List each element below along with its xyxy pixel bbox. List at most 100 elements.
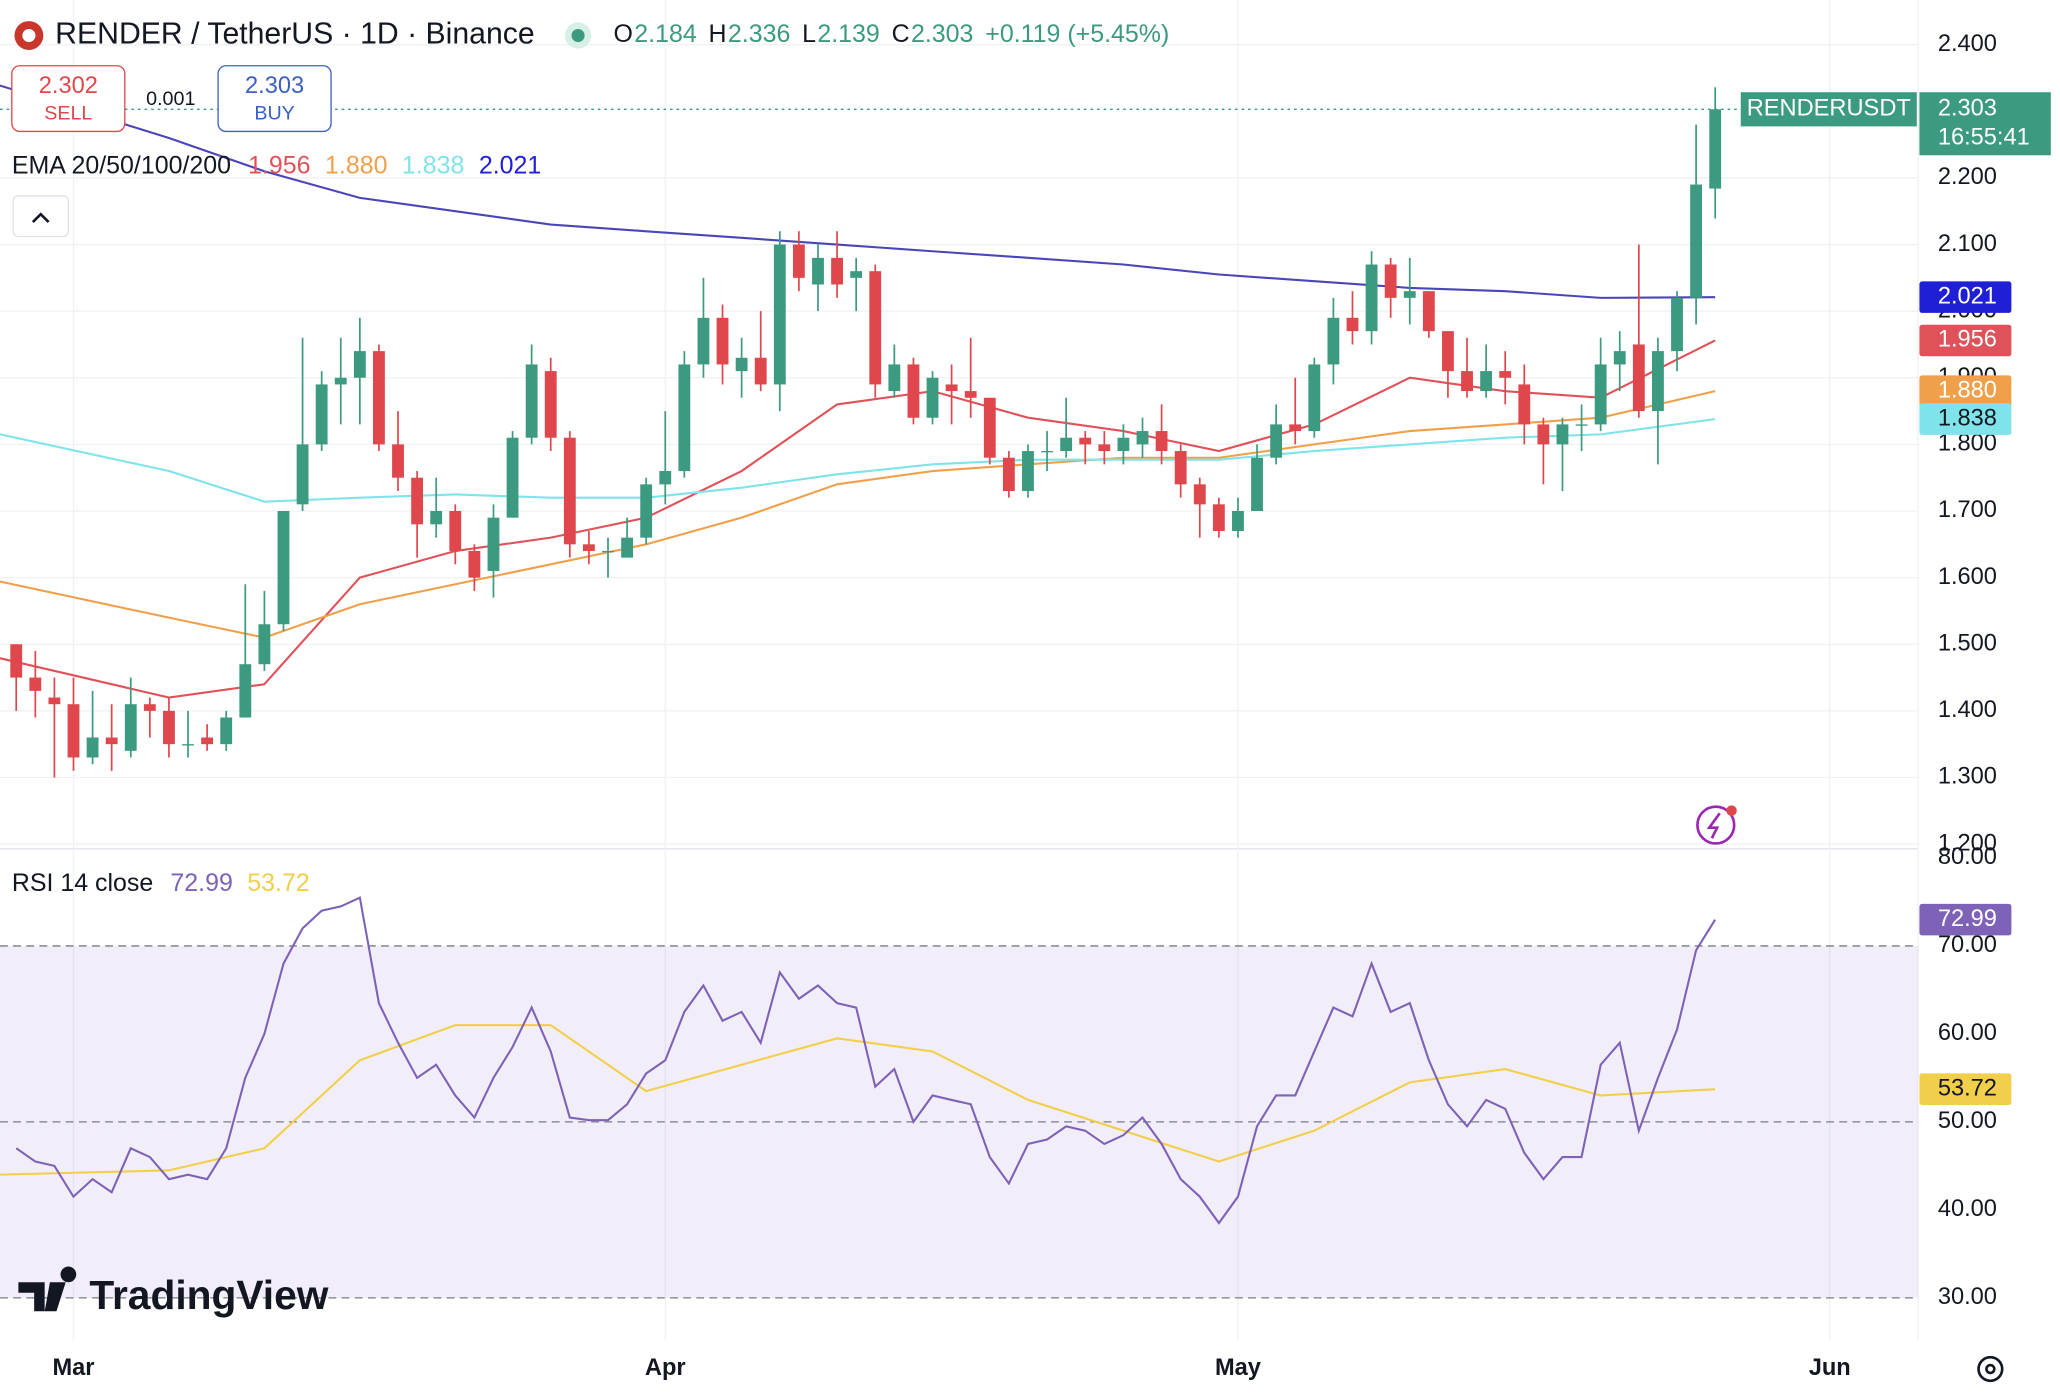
ema-axis-tag	[1919, 375, 2012, 407]
candle-body	[1022, 451, 1034, 492]
candle-body	[182, 744, 194, 746]
buy-button[interactable]	[217, 65, 332, 133]
rsi-axis-tag	[1919, 903, 2012, 936]
ema-line	[0, 418, 1716, 503]
ema-axis-tag	[1919, 403, 2012, 435]
ema-legend-value: 1.956	[248, 151, 310, 179]
candle-body	[1098, 444, 1111, 452]
ohlc-key: O	[614, 20, 633, 48]
candle-body	[678, 364, 691, 472]
rsi-line	[15, 896, 1717, 1225]
settings-icon[interactable]	[1977, 1355, 2004, 1383]
candle-body	[1002, 457, 1015, 492]
candle-body	[1232, 511, 1244, 531]
candle-body	[831, 257, 843, 285]
candle-body	[334, 377, 347, 385]
candle-body	[621, 537, 634, 558]
candle-body	[1365, 264, 1378, 332]
symbol-tag	[1740, 92, 1917, 127]
y-tick-label: 1.400	[1938, 697, 1997, 723]
sell-label: SELL	[44, 103, 92, 125]
candle-body	[1212, 504, 1225, 531]
candle-body	[1594, 364, 1607, 425]
candle-body	[201, 737, 214, 745]
candle-body	[1270, 424, 1283, 458]
chart-title: RENDER / TetherUS · 1D · Binance	[55, 17, 535, 50]
candle-body	[1613, 351, 1626, 365]
candle-body	[1480, 371, 1493, 392]
candle-body	[544, 371, 557, 438]
rsi-legend-value: 72.99	[170, 869, 232, 897]
candle-body	[1422, 291, 1435, 332]
candle-body	[792, 244, 805, 278]
ema-line	[0, 84, 1716, 299]
ohlc-key: L	[802, 20, 816, 48]
candle-body	[1403, 291, 1416, 298]
settings-icon-inner	[1985, 1363, 1996, 1375]
candle-body	[1499, 371, 1512, 378]
candle-body	[1327, 317, 1340, 365]
candle-body	[659, 471, 672, 485]
y-tick-label: 1.500	[1938, 630, 1997, 656]
brand-logo	[18, 1266, 77, 1312]
candle-body	[67, 704, 80, 758]
candle-body	[373, 351, 385, 445]
candle-body	[1174, 451, 1187, 485]
ema-line	[0, 390, 1716, 639]
rsi-ma-axis-tag-text: 53.72	[1938, 1075, 1997, 1101]
candle-body	[468, 550, 481, 578]
candle-body	[563, 437, 576, 545]
candle-body	[277, 511, 290, 625]
candle-body	[1155, 431, 1168, 452]
y-tick-label: 2.100	[1938, 231, 1997, 257]
candle-body	[220, 717, 233, 745]
candle-body	[239, 664, 252, 718]
candle-body	[735, 357, 748, 372]
status-dot	[571, 28, 585, 43]
candle-body	[907, 364, 920, 418]
symbol-icon-inner	[22, 28, 36, 43]
ema-legend-value: 1.838	[402, 151, 464, 179]
ema-line	[0, 339, 1716, 699]
candle-body	[1041, 451, 1053, 453]
rsi-tick-label: 60.00	[1938, 1020, 1997, 1046]
candle-body	[506, 437, 519, 518]
candle-body	[716, 317, 729, 365]
candle-body	[1136, 431, 1149, 445]
candle-body	[296, 444, 309, 505]
ohlc-key: C	[892, 20, 910, 48]
candle-body	[1690, 184, 1703, 298]
candle-body	[602, 550, 614, 553]
candle-body	[1575, 424, 1588, 426]
rsi-tick-label: 80.00	[1938, 844, 1997, 870]
sell-button[interactable]	[11, 65, 126, 133]
candle-body	[1461, 371, 1473, 392]
ohlc-value: +0.119 (+5.45%)	[985, 20, 1169, 48]
candle-body	[869, 271, 882, 385]
candle-body	[105, 737, 118, 745]
alert-badge	[1726, 805, 1737, 816]
candle-body	[1060, 437, 1073, 452]
collapse-button[interactable]	[12, 195, 69, 238]
candle-body	[812, 257, 824, 285]
candle-body	[449, 511, 462, 551]
candle-body	[1193, 484, 1206, 505]
candle-body	[430, 511, 443, 525]
y-tick-label: 2.200	[1938, 164, 1997, 190]
y-tick-label: 1.600	[1938, 564, 1997, 590]
y-tick-label: 1.300	[1938, 764, 1997, 790]
candle-body	[10, 644, 23, 678]
ema-axis-tag-text: 1.956	[1938, 327, 1997, 353]
alert-bolt	[1706, 812, 1721, 839]
candle-body	[926, 377, 939, 418]
rsi-ma-legend-value: 53.72	[247, 869, 309, 897]
x-tick-label: May	[1215, 1355, 1262, 1381]
rsi-ma-line	[0, 1024, 1716, 1176]
candle-body	[945, 384, 958, 392]
candle-body	[353, 351, 366, 378]
alert-icon[interactable]	[1696, 805, 1736, 845]
candle-body	[1384, 264, 1397, 298]
candle-body	[1518, 384, 1531, 425]
candle-body	[525, 364, 538, 438]
